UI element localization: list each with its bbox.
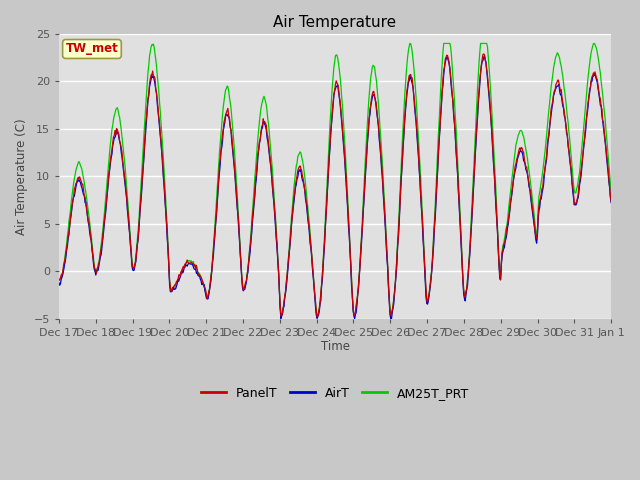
Line: PanelT: PanelT bbox=[59, 54, 611, 317]
PanelT bbox=[122, 185, 130, 191]
AirT bbox=[55, 280, 63, 286]
Line: AirT: AirT bbox=[59, 56, 611, 319]
AirT bbox=[419, 236, 427, 241]
AirT bbox=[351, 316, 358, 322]
AirT bbox=[403, 92, 411, 98]
AM25T_PRT bbox=[420, 242, 428, 248]
Line: AM25T_PRT: AM25T_PRT bbox=[59, 43, 611, 316]
PanelT bbox=[207, 274, 215, 279]
AM25T_PRT bbox=[55, 277, 63, 283]
AM25T_PRT bbox=[607, 187, 615, 193]
PanelT bbox=[607, 198, 615, 204]
AirT bbox=[607, 200, 615, 205]
AirT bbox=[207, 277, 215, 283]
AM25T_PRT bbox=[65, 218, 73, 224]
PanelT bbox=[403, 88, 411, 94]
Text: TW_met: TW_met bbox=[65, 43, 118, 56]
Legend: PanelT, AirT, AM25T_PRT: PanelT, AirT, AM25T_PRT bbox=[196, 382, 474, 405]
AM25T_PRT bbox=[178, 268, 186, 274]
PanelT bbox=[55, 277, 63, 283]
AM25T_PRT bbox=[207, 272, 215, 278]
AirT bbox=[178, 267, 186, 273]
AM25T_PRT bbox=[406, 40, 413, 46]
AM25T_PRT bbox=[403, 62, 411, 68]
PanelT bbox=[480, 51, 488, 57]
AirT bbox=[481, 53, 488, 59]
PanelT bbox=[313, 314, 321, 320]
AirT bbox=[122, 189, 130, 195]
AM25T_PRT bbox=[122, 172, 130, 178]
PanelT bbox=[65, 229, 73, 235]
PanelT bbox=[178, 269, 186, 275]
X-axis label: Time: Time bbox=[321, 340, 349, 353]
Y-axis label: Air Temperature (C): Air Temperature (C) bbox=[15, 118, 28, 235]
AM25T_PRT bbox=[313, 313, 321, 319]
PanelT bbox=[419, 228, 427, 234]
AirT bbox=[65, 232, 73, 238]
Title: Air Temperature: Air Temperature bbox=[273, 15, 397, 30]
